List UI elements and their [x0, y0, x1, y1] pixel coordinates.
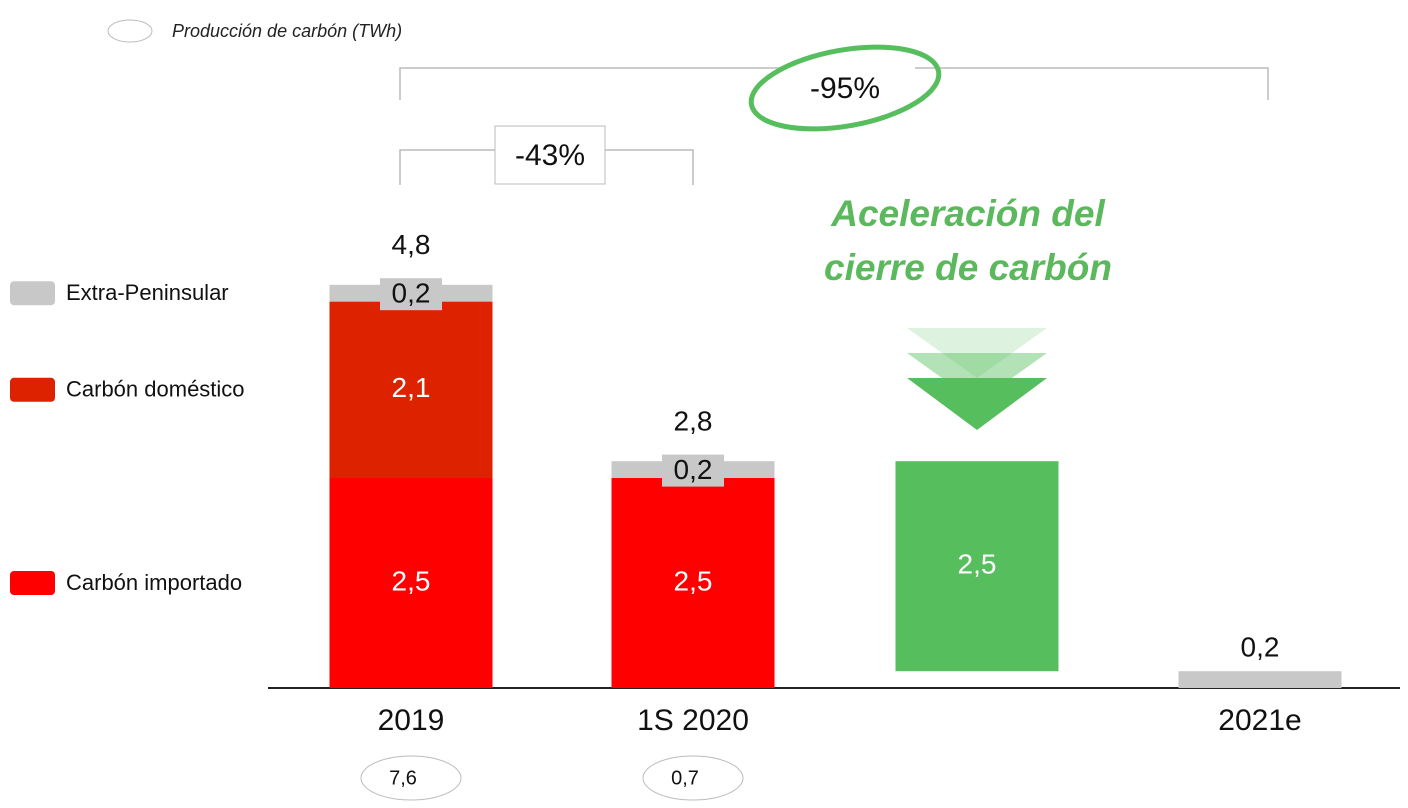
- bubble-label: 0,7: [671, 767, 699, 789]
- x-tick-label: 2021e: [1218, 704, 1301, 737]
- bubble-legend: Producción de carbón (TWh): [172, 21, 402, 41]
- change-box: [780, 58, 915, 118]
- bubble-legend-icon: [107, 19, 153, 43]
- bar-segment: [1178, 671, 1342, 688]
- highlight-ellipse: [748, 44, 942, 132]
- bubble: [360, 755, 462, 801]
- change-box: [494, 125, 606, 185]
- annotation: Aceleración del: [830, 193, 1105, 234]
- legend-label: Carbón importado: [66, 570, 242, 595]
- arrow: [907, 328, 1047, 378]
- change-label: -95%: [810, 72, 880, 105]
- value-label: 2,1: [392, 372, 431, 403]
- label-background: [380, 278, 442, 311]
- value-label: 0,2: [392, 278, 431, 309]
- bar-segment: [329, 478, 493, 688]
- x-tick-label: 2019: [378, 704, 445, 737]
- legend-swatch: [10, 377, 55, 402]
- bubble-label: 7,6: [389, 767, 417, 789]
- arrow: [907, 378, 1047, 430]
- total-label: 4,8: [392, 229, 431, 260]
- value-label: 2,5: [958, 549, 997, 580]
- reduction-bar: [895, 461, 1059, 672]
- total-label: 2,8: [674, 406, 713, 437]
- legend-label: Extra-Peninsular: [66, 280, 229, 305]
- value-label: 0,2: [674, 454, 713, 485]
- bubble: [642, 755, 744, 801]
- legend-swatch: [10, 571, 55, 595]
- arrows: [907, 328, 1047, 430]
- bar-segment: [611, 478, 775, 688]
- value-label: 2,5: [392, 565, 431, 596]
- bar-segment: [329, 301, 493, 478]
- legend-swatch: [10, 281, 55, 306]
- x-tick-label: 1S 2020: [637, 704, 749, 737]
- value-label: 0,2: [1241, 632, 1280, 663]
- value-label: 2,5: [674, 565, 713, 596]
- change-label: -43%: [515, 139, 585, 172]
- annotation: cierre de carbón: [824, 247, 1112, 288]
- label-background: [662, 454, 724, 487]
- legend-label: Carbón doméstico: [66, 377, 245, 402]
